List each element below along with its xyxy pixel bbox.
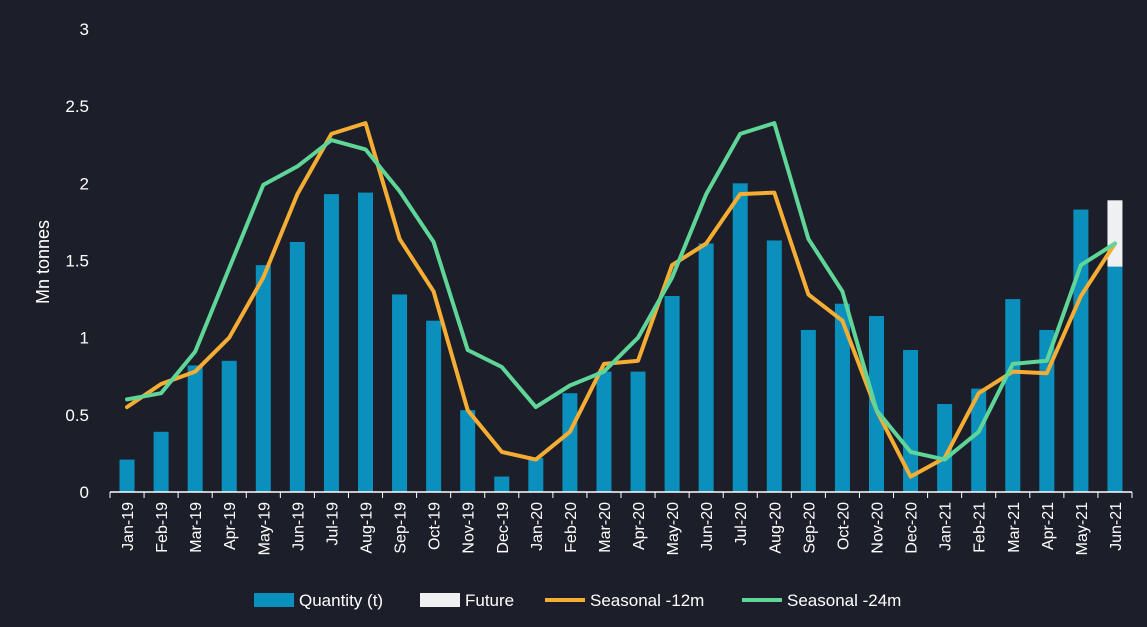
bar-quantity xyxy=(494,476,510,492)
x-tick-label: Feb-19 xyxy=(154,502,171,553)
legend-item-seasonal-12m: Seasonal -12m xyxy=(545,591,704,610)
bar-quantity xyxy=(1005,299,1021,492)
bar-quantity xyxy=(596,371,612,492)
y-axis: 0 0.5 1 1.5 2 2.5 3 xyxy=(65,20,89,502)
bar-quantity xyxy=(1039,329,1055,492)
x-tick-label: Oct-20 xyxy=(835,502,852,550)
bar-quantity xyxy=(392,294,408,492)
y-tick-label: 2.5 xyxy=(65,97,89,116)
x-tick-label: Feb-21 xyxy=(972,502,989,553)
bar-quantity xyxy=(800,329,816,492)
x-tick-label: Jul-19 xyxy=(324,502,341,546)
bar-quantity xyxy=(528,458,544,492)
y-tick-label: 1.5 xyxy=(65,252,89,271)
legend-label: Seasonal -12m xyxy=(590,591,704,610)
y-tick-label: 2 xyxy=(80,174,89,193)
legend-swatch xyxy=(420,593,460,607)
x-tick-label: Feb-20 xyxy=(563,502,580,553)
y-tick-label: 3 xyxy=(80,20,89,39)
legend-label: Seasonal -24m xyxy=(787,591,901,610)
line-seasonal-24m xyxy=(125,121,1117,462)
bar-quantity xyxy=(289,241,305,492)
x-tick-label: Nov-20 xyxy=(870,502,887,554)
legend-item-seasonal-24m: Seasonal -24m xyxy=(742,591,901,610)
bar-quantity xyxy=(187,365,203,492)
x-tick-label: Apr-19 xyxy=(222,502,239,550)
bar-series xyxy=(119,183,1123,493)
bar-quantity xyxy=(630,371,646,492)
x-tick-label: Jul-20 xyxy=(733,502,750,546)
bar-quantity xyxy=(732,183,748,493)
bar-quantity xyxy=(221,360,237,492)
x-tick-label: Sep-20 xyxy=(801,502,818,554)
x-tick-label: Apr-20 xyxy=(631,502,648,550)
x-axis: Jan-19 Feb-19 Mar-19 Apr-19 May-19 Jun-19 Jul-… xyxy=(109,492,1133,555)
bar-quantity xyxy=(903,350,919,492)
bar-quantity xyxy=(460,410,476,492)
legend-item-future: Future xyxy=(420,591,514,610)
bar-quantity xyxy=(153,431,169,492)
legend: Quantity (t) Future Seasonal -12m Seasonal … xyxy=(254,591,901,610)
x-tick-label: Jan-19 xyxy=(120,502,137,551)
x-tick-label: Jan-21 xyxy=(938,502,955,551)
x-tick-label: May-20 xyxy=(665,502,682,555)
bar-quantity xyxy=(834,303,850,492)
line-seasonal-12m xyxy=(125,121,1117,479)
x-tick-label: Mar-21 xyxy=(1006,502,1023,553)
y-tick-label: 0 xyxy=(80,483,89,502)
bar-quantity xyxy=(426,320,442,492)
x-tick-label: Jun-21 xyxy=(1108,502,1125,551)
x-tick-label: Aug-20 xyxy=(767,502,784,554)
x-tick-label: Oct-19 xyxy=(427,502,444,550)
line-series xyxy=(125,121,1117,479)
y-axis-title: Mn tonnes xyxy=(33,220,53,304)
x-tick-label: Jun-20 xyxy=(699,502,716,551)
legend-label: Quantity (t) xyxy=(299,591,383,610)
y-tick-label: 1 xyxy=(80,329,89,348)
x-tick-label: Nov-19 xyxy=(461,502,478,554)
x-tick-label: Jan-20 xyxy=(529,502,546,551)
x-tick-label: Sep-19 xyxy=(393,502,410,554)
bar-quantity xyxy=(562,393,578,492)
x-tick-label: Jun-19 xyxy=(290,502,307,551)
x-tick-label: May-19 xyxy=(256,502,273,555)
bar-quantity xyxy=(255,265,271,492)
x-tick-label: Mar-20 xyxy=(597,502,614,553)
bar-quantity xyxy=(766,240,782,492)
bar-quantity xyxy=(971,388,987,492)
x-tick-label: Mar-19 xyxy=(188,502,205,553)
legend-swatch xyxy=(254,593,294,607)
bar-quantity xyxy=(323,194,339,493)
x-tick-label: Dec-19 xyxy=(495,502,512,554)
x-tick-label: May-21 xyxy=(1074,502,1091,555)
bar-quantity xyxy=(1107,266,1123,492)
bar-quantity xyxy=(937,404,953,492)
bar-quantity xyxy=(1073,209,1089,492)
x-tick-label: Aug-19 xyxy=(359,502,376,554)
bar-quantity xyxy=(698,243,714,492)
x-tick-label: Dec-20 xyxy=(904,502,921,554)
legend-label: Future xyxy=(465,591,514,610)
bar-quantity xyxy=(119,459,135,492)
bar-quantity xyxy=(358,192,373,493)
bar-quantity xyxy=(664,295,680,492)
x-tick-label: Apr-21 xyxy=(1040,502,1057,550)
bar-future xyxy=(1107,200,1123,267)
legend-item-quantity: Quantity (t) xyxy=(254,591,383,610)
y-tick-label: 0.5 xyxy=(65,406,89,425)
